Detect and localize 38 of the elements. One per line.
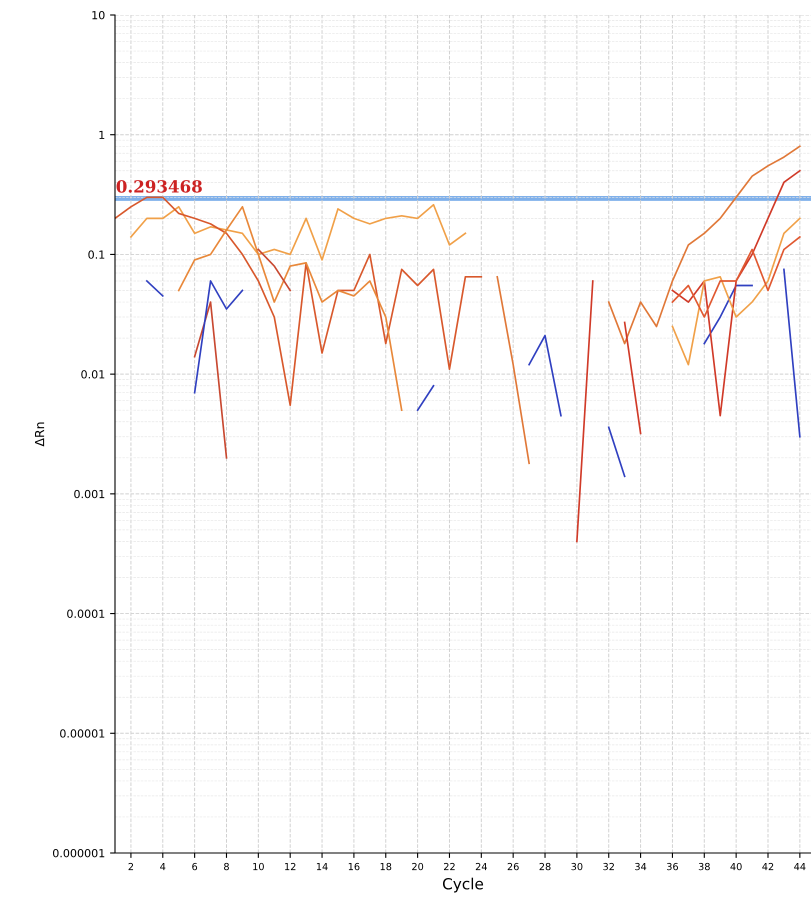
y-tick-label: 0.00001 xyxy=(60,729,104,738)
line-series xyxy=(672,218,801,366)
y-axis-title: ΔRn xyxy=(34,422,44,446)
x-axis-title: Cycle xyxy=(442,878,484,892)
x-tick-label: 34 xyxy=(635,862,646,870)
line-series xyxy=(672,236,801,318)
x-tick-label: 2 xyxy=(128,862,134,870)
y-tick-label: 0.0001 xyxy=(67,610,104,618)
y-tick-label: 0.000001 xyxy=(52,848,104,858)
x-tick-label: 10 xyxy=(253,862,264,870)
x-tick-label: 40 xyxy=(730,862,742,870)
x-tick-label: 42 xyxy=(762,862,774,870)
x-tick-label: 26 xyxy=(508,862,519,870)
x-tick-label: 22 xyxy=(444,862,455,870)
y-tick-label: 0.001 xyxy=(74,490,104,498)
x-tick-label: 28 xyxy=(540,862,551,870)
x-tick-label: 18 xyxy=(380,862,392,870)
x-tick-label: 12 xyxy=(285,862,296,870)
x-tick-label: 38 xyxy=(698,862,710,870)
y-tick-label: 10 xyxy=(92,10,105,20)
y-tick-label: 0.1 xyxy=(88,250,104,259)
x-tick-label: 24 xyxy=(476,862,487,870)
ref-line-label: 0.293468 xyxy=(116,180,202,193)
x-tick-label: 36 xyxy=(666,862,678,870)
line-series xyxy=(115,196,482,406)
x-tick-label: 14 xyxy=(316,863,328,870)
line-series xyxy=(178,206,403,412)
y-tick-label: 1 xyxy=(99,130,104,139)
x-tick-label: 32 xyxy=(603,862,614,870)
line-series xyxy=(130,204,466,261)
y-tick-label: 0.01 xyxy=(81,370,104,379)
x-tick-label: 8 xyxy=(224,862,229,870)
x-tick-label: 16 xyxy=(348,862,360,870)
x-tick-label: 6 xyxy=(192,862,198,870)
x-tick-label: 4 xyxy=(160,863,166,870)
x-tick-label: 44 xyxy=(794,863,806,870)
x-tick-label: 30 xyxy=(571,862,582,870)
x-tick-label: 20 xyxy=(412,862,424,870)
